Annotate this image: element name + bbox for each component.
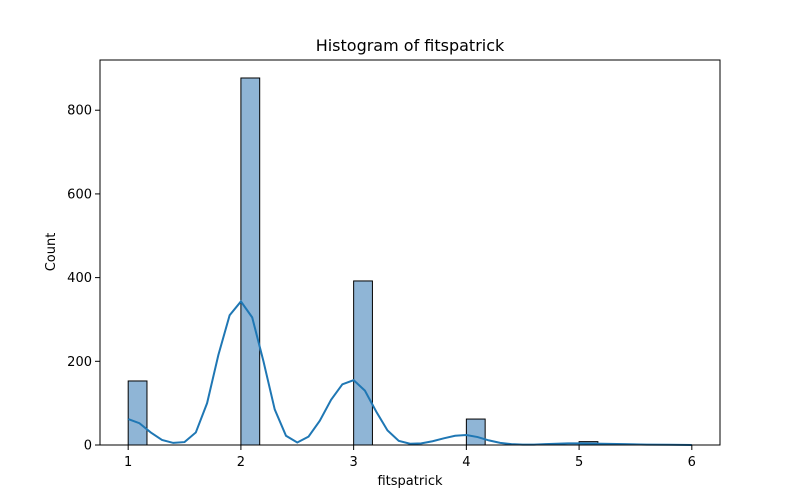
histogram-bar-2 [240, 77, 261, 446]
x-tick-label: 1 [124, 455, 132, 470]
y-tick-label: 800 [67, 104, 92, 119]
x-axis-ticks: 1 2 3 4 5 6 [124, 445, 696, 470]
x-tick-label: 3 [349, 455, 357, 470]
plot-frame [99, 59, 721, 446]
histogram-bar-3 [353, 280, 373, 446]
y-tick-label: 0 [84, 439, 92, 454]
x-axis-label: fitspatrick [377, 474, 442, 489]
histogram-bar-1 [127, 380, 148, 446]
histogram-bar-4 [465, 418, 486, 446]
y-axis-label: Count [44, 233, 59, 272]
x-tick-label: 5 [575, 455, 583, 470]
x-tick-label: 2 [237, 455, 245, 470]
x-tick-label: 6 [688, 455, 696, 470]
kde-curve [127, 299, 692, 446]
y-tick-label: 400 [67, 271, 92, 286]
y-tick-label: 200 [67, 355, 92, 370]
y-axis-ticks: 0 200 400 600 800 [67, 104, 100, 454]
chart-title: Histogram of fitspatrick [316, 36, 505, 55]
y-tick-label: 600 [67, 187, 92, 202]
x-tick-label: 4 [462, 455, 470, 470]
